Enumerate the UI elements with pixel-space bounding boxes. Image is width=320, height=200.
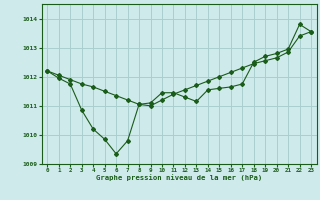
X-axis label: Graphe pression niveau de la mer (hPa): Graphe pression niveau de la mer (hPa) [96,175,262,181]
